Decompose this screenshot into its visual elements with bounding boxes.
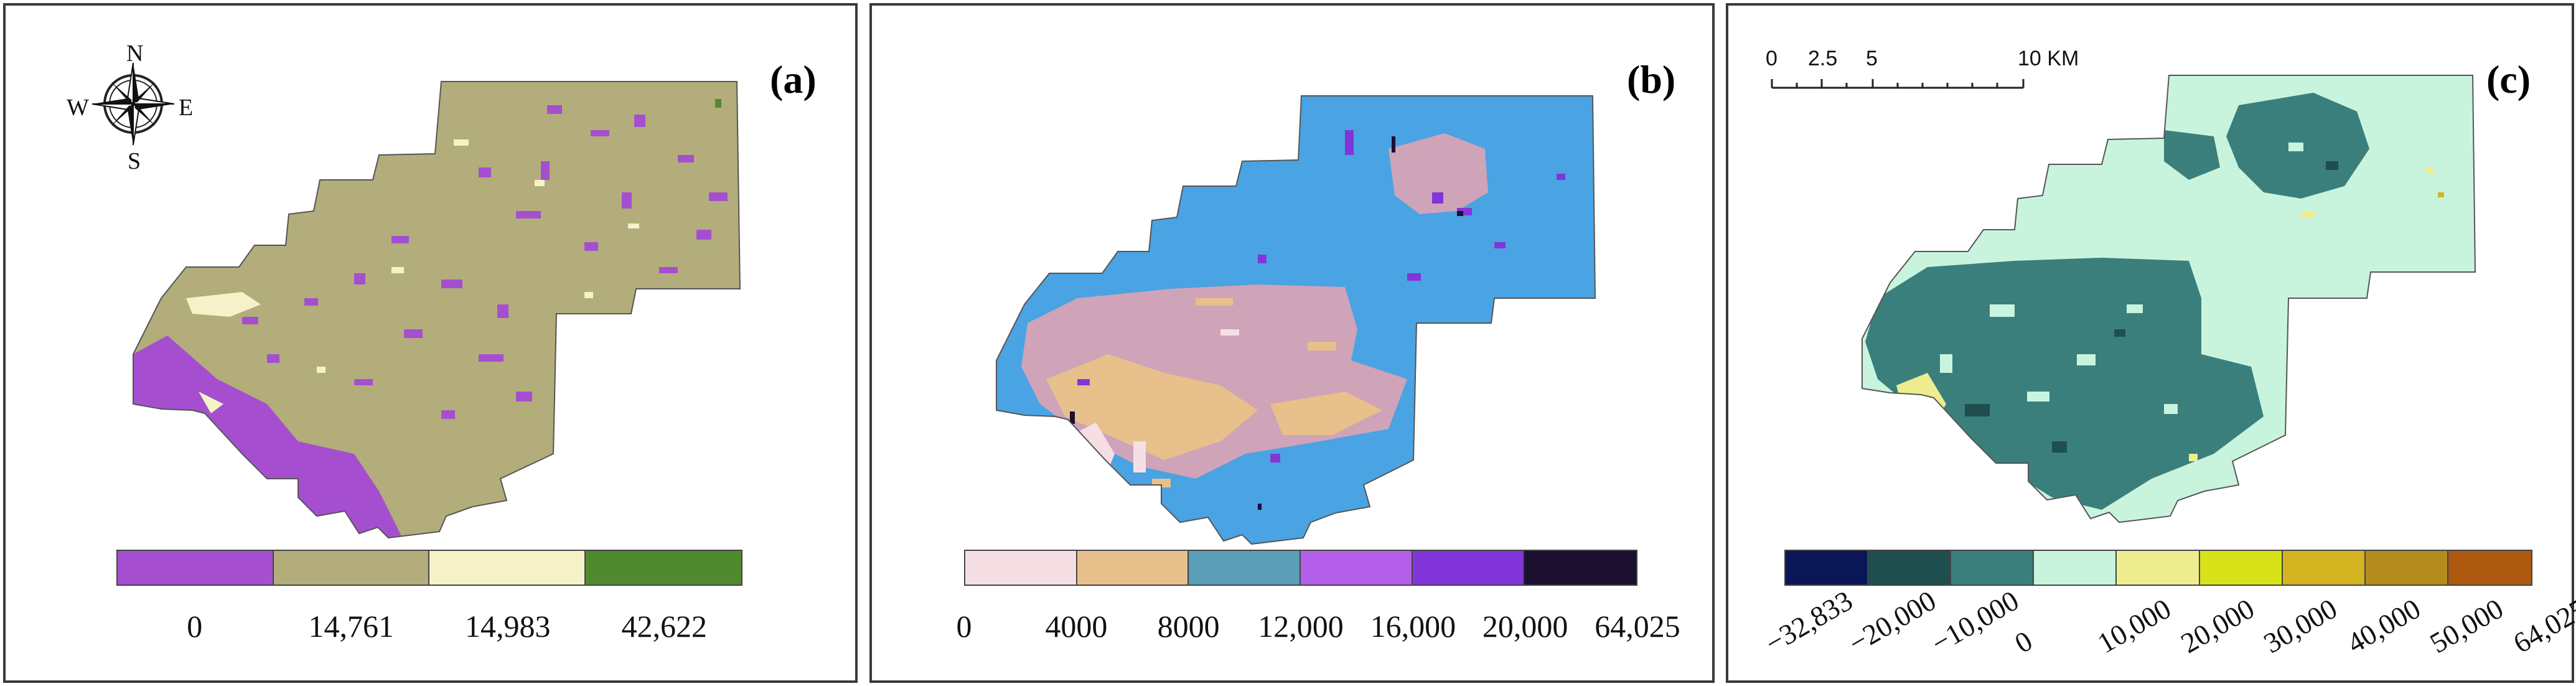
- legend-swatch: [2448, 551, 2531, 585]
- legend-swatch: [2199, 551, 2283, 585]
- scale-label-10km: 10 KM: [2018, 47, 2079, 70]
- scale-label-5: 5: [1866, 47, 1878, 70]
- legend-tick-label: 12,000: [1258, 609, 1344, 644]
- legend-swatch: [2034, 551, 2117, 585]
- legend-swatch: [585, 551, 741, 585]
- panel-c-label: (c): [2486, 57, 2531, 101]
- legend-tick-label: 64,025: [1595, 609, 1680, 644]
- legend-bar-c: [1784, 550, 2532, 586]
- legend-swatch: [1189, 551, 1301, 585]
- legend-swatch: [2117, 551, 2200, 585]
- legend-swatch: [429, 551, 586, 585]
- legend-swatch: [1868, 551, 1952, 585]
- legend-swatch: [2365, 551, 2448, 585]
- legend-swatch: [118, 551, 274, 585]
- map-b: [996, 95, 1596, 545]
- legend-swatch: [1786, 551, 1869, 585]
- legend-tick-label: 42,622: [621, 609, 708, 644]
- scale-bar-graphic: [1771, 79, 2025, 89]
- legend-tick-label: 16,000: [1370, 609, 1456, 644]
- legend-swatch: [1951, 551, 2035, 585]
- panel-a-label: (a): [770, 57, 817, 101]
- panel-c: 0 2.5 5 10 KM (c) −32,833 −20,000 −10,000 0…: [1726, 3, 2576, 683]
- compass-s-label: S: [128, 148, 141, 174]
- panel-b: (b) 0 4000 8000 12,000 16,000 20,000 64,025: [869, 3, 1715, 683]
- compass-n-label: N: [126, 40, 144, 67]
- legend-tick-label: 0: [187, 609, 203, 644]
- legend-bar-b: [964, 550, 1637, 586]
- scale-label-0: 0: [1766, 47, 1777, 70]
- legend-tick-label: 14,983: [465, 609, 551, 644]
- legend-tick-label: 4000: [1045, 609, 1108, 644]
- legend-swatch: [965, 551, 1077, 585]
- map-c: [1862, 75, 2476, 524]
- compass-rose-icon: [91, 62, 175, 146]
- legend-swatch: [2282, 551, 2366, 585]
- legend-swatch: [1412, 551, 1525, 585]
- compass-w-label: W: [67, 95, 89, 121]
- legend-swatch: [1524, 551, 1636, 585]
- scale-label-2-5: 2.5: [1808, 47, 1838, 70]
- legend-tick-label: 20,000: [1482, 609, 1568, 644]
- legend-swatch: [273, 551, 429, 585]
- panel-a: N S E W (a) 0 14,761 14,983 42,622: [3, 3, 858, 683]
- legend-tick-label: 14,761: [308, 609, 395, 644]
- legend-swatch: [1077, 551, 1189, 585]
- map-a: [133, 81, 741, 539]
- legend-tick-label: 0: [956, 609, 972, 644]
- legend-bar-a: [116, 550, 742, 586]
- compass-e-label: E: [179, 95, 194, 121]
- legend-swatch: [1300, 551, 1413, 585]
- panel-b-label: (b): [1627, 57, 1676, 101]
- legend-tick-label: 8000: [1157, 609, 1220, 644]
